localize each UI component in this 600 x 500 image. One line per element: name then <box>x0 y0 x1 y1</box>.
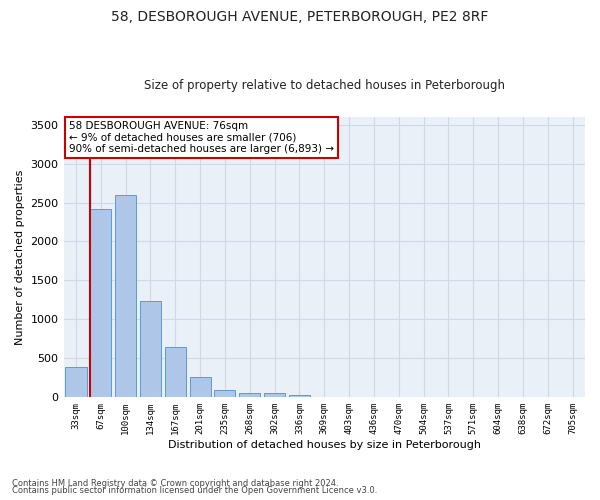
Title: Size of property relative to detached houses in Peterborough: Size of property relative to detached ho… <box>144 79 505 92</box>
Text: 58 DESBOROUGH AVENUE: 76sqm
← 9% of detached houses are smaller (706)
90% of sem: 58 DESBOROUGH AVENUE: 76sqm ← 9% of deta… <box>69 121 334 154</box>
Bar <box>264 393 285 398</box>
Bar <box>65 367 86 398</box>
Bar <box>190 378 211 398</box>
Bar <box>239 392 260 398</box>
Y-axis label: Number of detached properties: Number of detached properties <box>15 170 25 344</box>
Bar <box>165 348 186 398</box>
Bar <box>289 394 310 398</box>
Bar <box>214 390 235 398</box>
Bar <box>90 208 112 398</box>
Bar <box>140 300 161 398</box>
Text: Contains public sector information licensed under the Open Government Licence v3: Contains public sector information licen… <box>12 486 377 495</box>
Text: 58, DESBOROUGH AVENUE, PETERBOROUGH, PE2 8RF: 58, DESBOROUGH AVENUE, PETERBOROUGH, PE2… <box>112 10 488 24</box>
Text: Contains HM Land Registry data © Crown copyright and database right 2024.: Contains HM Land Registry data © Crown c… <box>12 478 338 488</box>
X-axis label: Distribution of detached houses by size in Peterborough: Distribution of detached houses by size … <box>168 440 481 450</box>
Bar <box>115 194 136 398</box>
